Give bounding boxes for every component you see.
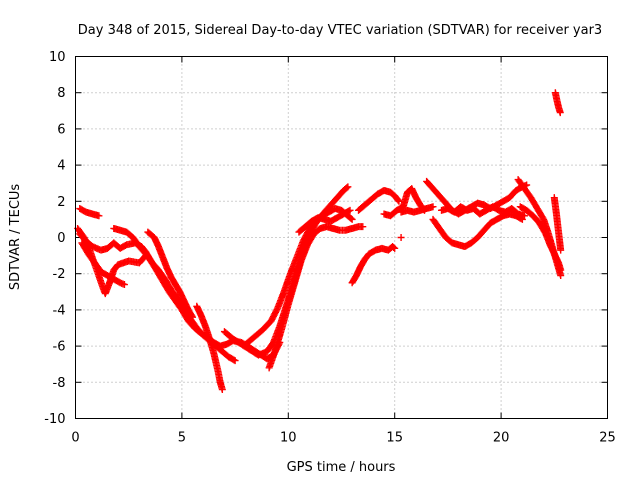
series-track-k <box>295 206 354 236</box>
series-track-u <box>516 203 565 274</box>
data-marker <box>394 196 402 204</box>
chart-title: Day 348 of 2015, Sidereal Day-to-day VTE… <box>78 23 602 38</box>
series-track-o <box>397 234 405 241</box>
y-axis-ticks: -10 -8 -6 -4 -2 0 2 4 6 8 10 <box>44 50 608 427</box>
x-tick-label: 5 <box>178 431 186 446</box>
series-track-v <box>550 194 565 254</box>
series-track-f <box>144 228 197 321</box>
data-marker <box>231 357 239 365</box>
data-marker <box>557 246 565 254</box>
y-tick-label: 10 <box>49 50 66 65</box>
y-tick-label: 6 <box>57 122 65 137</box>
data-marker <box>346 206 354 214</box>
x-tick-label: 10 <box>280 431 297 446</box>
plot-frame <box>75 56 608 419</box>
data-marker <box>345 207 353 215</box>
data-marker <box>95 212 103 220</box>
data-marker <box>343 184 351 192</box>
y-tick-label: 2 <box>57 195 65 210</box>
y-tick-label: -2 <box>53 267 66 282</box>
data-marker <box>521 212 529 220</box>
y-axis-label: SDTVAR / TECUs <box>8 184 23 291</box>
data-marker <box>395 197 403 205</box>
data-marker <box>344 183 352 191</box>
data-marker <box>120 281 128 289</box>
data-marker <box>188 312 196 320</box>
y-tick-label: -10 <box>44 412 65 427</box>
y-tick-label: 4 <box>57 159 65 174</box>
data-marker <box>230 356 238 364</box>
x-tick-label: 20 <box>493 431 510 446</box>
y-tick-label: -8 <box>53 376 66 391</box>
data-points <box>74 89 565 394</box>
series-track-a <box>76 205 103 220</box>
y-tick-label: 8 <box>57 86 65 101</box>
x-tick-label: 25 <box>599 431 616 446</box>
data-marker <box>359 223 367 231</box>
y-tick-label: 0 <box>57 231 65 246</box>
series-track-i <box>242 205 356 348</box>
x-axis-label: GPS time / hours <box>287 460 396 475</box>
series-track-b <box>74 224 150 298</box>
series-track-w <box>551 89 564 117</box>
data-marker <box>391 244 399 252</box>
data-marker <box>556 109 564 117</box>
series-track-j <box>265 223 367 372</box>
data-marker <box>218 386 226 394</box>
data-marker <box>189 313 197 321</box>
series-track-d <box>78 239 128 289</box>
data-marker <box>557 266 565 274</box>
x-axis-ticks: 0 5 10 15 20 25 <box>71 56 616 446</box>
data-marker <box>348 215 356 223</box>
series-track-p <box>397 203 437 216</box>
series-track-s <box>438 203 529 220</box>
x-tick-label: 0 <box>71 431 79 446</box>
data-marker <box>397 234 405 241</box>
data-marker <box>347 214 355 222</box>
series-track-g <box>193 302 226 394</box>
data-marker <box>390 243 398 251</box>
y-tick-label: -4 <box>53 303 66 318</box>
series-track-m <box>355 186 403 214</box>
y-tick-label: -6 <box>53 340 66 355</box>
series-track-l <box>348 243 399 287</box>
series-track-r <box>429 210 526 251</box>
data-marker <box>429 203 437 211</box>
x-tick-label: 15 <box>386 431 403 446</box>
